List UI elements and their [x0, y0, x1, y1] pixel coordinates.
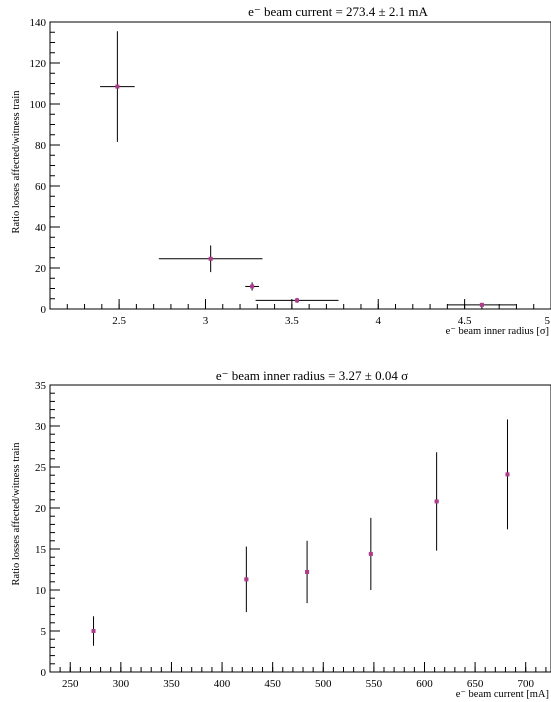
- bottom-data-point: [305, 540, 310, 604]
- bottom-y-tick-label: 15: [35, 544, 47, 556]
- top-y-tick-label: 40: [35, 222, 47, 234]
- top-data-point: [158, 245, 263, 273]
- bottom-x-tick-label: 700: [517, 678, 534, 690]
- top-data-point: [245, 282, 260, 291]
- point-marker: [434, 499, 439, 504]
- point-marker: [250, 284, 255, 289]
- top-chart-y-axis-label: Ratio losses affected/witness train: [11, 90, 22, 234]
- point-marker: [505, 472, 510, 477]
- point-marker: [91, 629, 96, 633]
- top-data-point: [100, 31, 135, 142]
- top-y-tick-label: 0: [41, 304, 47, 316]
- point-marker: [295, 298, 300, 303]
- bottom-chart-y-axis-label: Ratio losses affected/witness train: [11, 442, 22, 586]
- bottom-y-tick-label: 0: [41, 667, 47, 679]
- top-x-tick-label: 4: [375, 315, 381, 327]
- bottom-chart-panel: e⁻ beam inner radius = 3.27 ± 0.04 σ Rat…: [11, 368, 551, 700]
- top-y-tick-label: 100: [30, 99, 47, 111]
- point-marker: [368, 551, 373, 556]
- bottom-chart-title: e⁻ beam inner radius = 3.27 ± 0.04 σ: [216, 368, 408, 383]
- bottom-x-tick-label: 350: [163, 678, 180, 690]
- bottom-x-tick-label: 500: [315, 678, 332, 690]
- bottom-x-tick-label: 450: [264, 678, 281, 690]
- bottom-data-point: [434, 452, 439, 551]
- point-marker: [208, 256, 213, 261]
- top-data-point: [255, 297, 339, 303]
- top-y-tick-label: 60: [35, 181, 47, 193]
- point-marker: [479, 302, 484, 307]
- bottom-x-tick-label: 600: [416, 678, 433, 690]
- top-y-tick-label: 80: [35, 140, 47, 152]
- top-x-tick-label: 4.5: [458, 315, 472, 327]
- bottom-x-tick-label: 300: [113, 678, 130, 690]
- top-chart-frame: [49, 21, 551, 310]
- point-marker: [244, 577, 249, 582]
- top-x-tick-label: 3.5: [285, 315, 299, 327]
- bottom-x-tick-label: 250: [62, 678, 79, 690]
- bottom-x-tick-label: 650: [467, 678, 484, 690]
- bottom-chart-frame: [49, 384, 551, 673]
- bottom-y-tick-label: 30: [35, 421, 47, 433]
- top-y-tick-label: 20: [35, 263, 47, 275]
- bottom-data-point: [91, 616, 96, 646]
- top-x-tick-label: 2.5: [112, 315, 126, 327]
- top-chart-panel: e⁻ beam current = 273.4 ± 2.1 mA Ratio l…: [11, 4, 551, 337]
- top-y-tick-label: 120: [30, 58, 47, 70]
- point-marker: [115, 84, 120, 89]
- bottom-data-point: [244, 546, 249, 613]
- bottom-y-tick-label: 5: [41, 626, 47, 638]
- top-data-point: [447, 302, 517, 307]
- point-marker: [305, 569, 310, 574]
- bottom-x-tick-label: 550: [366, 678, 383, 690]
- top-y-tick-label: 140: [30, 17, 47, 29]
- top-x-tick-label: 3: [203, 315, 209, 327]
- bottom-chart-x-axis-label: e⁻ beam current [mA]: [456, 689, 549, 700]
- bottom-x-tick-label: 400: [214, 678, 231, 690]
- top-chart-x-axis-label: e⁻ beam inner radius [σ]: [446, 326, 549, 337]
- bottom-y-tick-label: 10: [35, 585, 47, 597]
- bottom-y-tick-label: 20: [35, 503, 47, 515]
- bottom-data-point: [368, 517, 373, 590]
- top-x-tick-label: 5: [545, 315, 551, 327]
- bottom-y-tick-label: 25: [35, 462, 47, 474]
- top-chart-title: e⁻ beam current = 273.4 ± 2.1 mA: [248, 4, 428, 19]
- bottom-data-point: [505, 419, 510, 530]
- bottom-y-tick-label: 35: [35, 380, 47, 392]
